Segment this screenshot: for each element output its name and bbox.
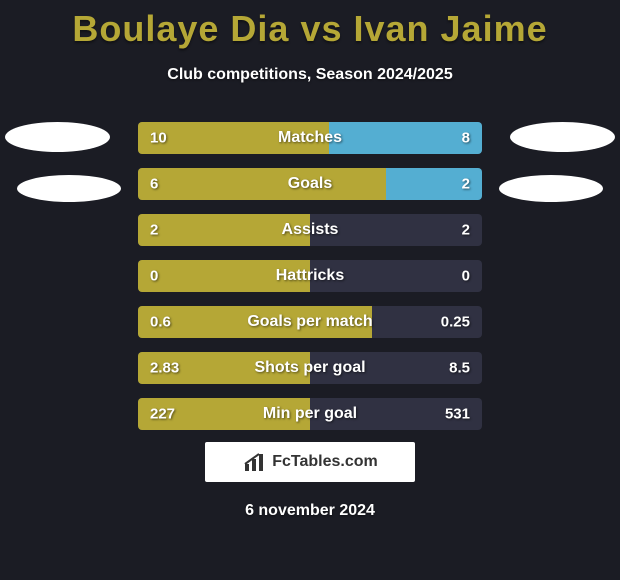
stat-row: 0Hattricks0 bbox=[138, 260, 482, 292]
player2-photo-placeholder-top bbox=[510, 122, 615, 152]
stats-bars: 10Matches86Goals22Assists20Hattricks00.6… bbox=[138, 122, 482, 444]
stat-value-right: 2 bbox=[462, 222, 470, 239]
logo-text: FcTables.com bbox=[272, 453, 378, 471]
stat-label: Hattricks bbox=[138, 267, 482, 285]
stat-label: Goals bbox=[138, 175, 482, 193]
player2-photo-placeholder-bottom bbox=[499, 175, 603, 202]
stat-row: 2Assists2 bbox=[138, 214, 482, 246]
stat-value-right: 2 bbox=[462, 176, 470, 193]
stat-label: Matches bbox=[138, 129, 482, 147]
stat-label: Min per goal bbox=[138, 405, 482, 423]
stat-row: 10Matches8 bbox=[138, 122, 482, 154]
chart-icon bbox=[242, 450, 266, 474]
player1-photo-placeholder-top bbox=[5, 122, 110, 152]
logo-box: FcTables.com bbox=[205, 442, 415, 482]
stat-value-right: 531 bbox=[445, 406, 470, 423]
stat-label: Goals per match bbox=[138, 313, 482, 331]
player1-photo-placeholder-bottom bbox=[17, 175, 121, 202]
date-text: 6 november 2024 bbox=[0, 502, 620, 520]
stat-row: 227Min per goal531 bbox=[138, 398, 482, 430]
page-title: Boulaye Dia vs Ivan Jaime bbox=[0, 0, 620, 50]
stat-value-right: 0.25 bbox=[441, 314, 470, 331]
stat-row: 6Goals2 bbox=[138, 168, 482, 200]
stat-label: Assists bbox=[138, 221, 482, 239]
stat-value-right: 8.5 bbox=[449, 360, 470, 377]
stat-label: Shots per goal bbox=[138, 359, 482, 377]
stat-row: 0.6Goals per match0.25 bbox=[138, 306, 482, 338]
stat-value-right: 0 bbox=[462, 268, 470, 285]
stat-value-right: 8 bbox=[462, 130, 470, 147]
stat-row: 2.83Shots per goal8.5 bbox=[138, 352, 482, 384]
subtitle: Club competitions, Season 2024/2025 bbox=[0, 66, 620, 84]
